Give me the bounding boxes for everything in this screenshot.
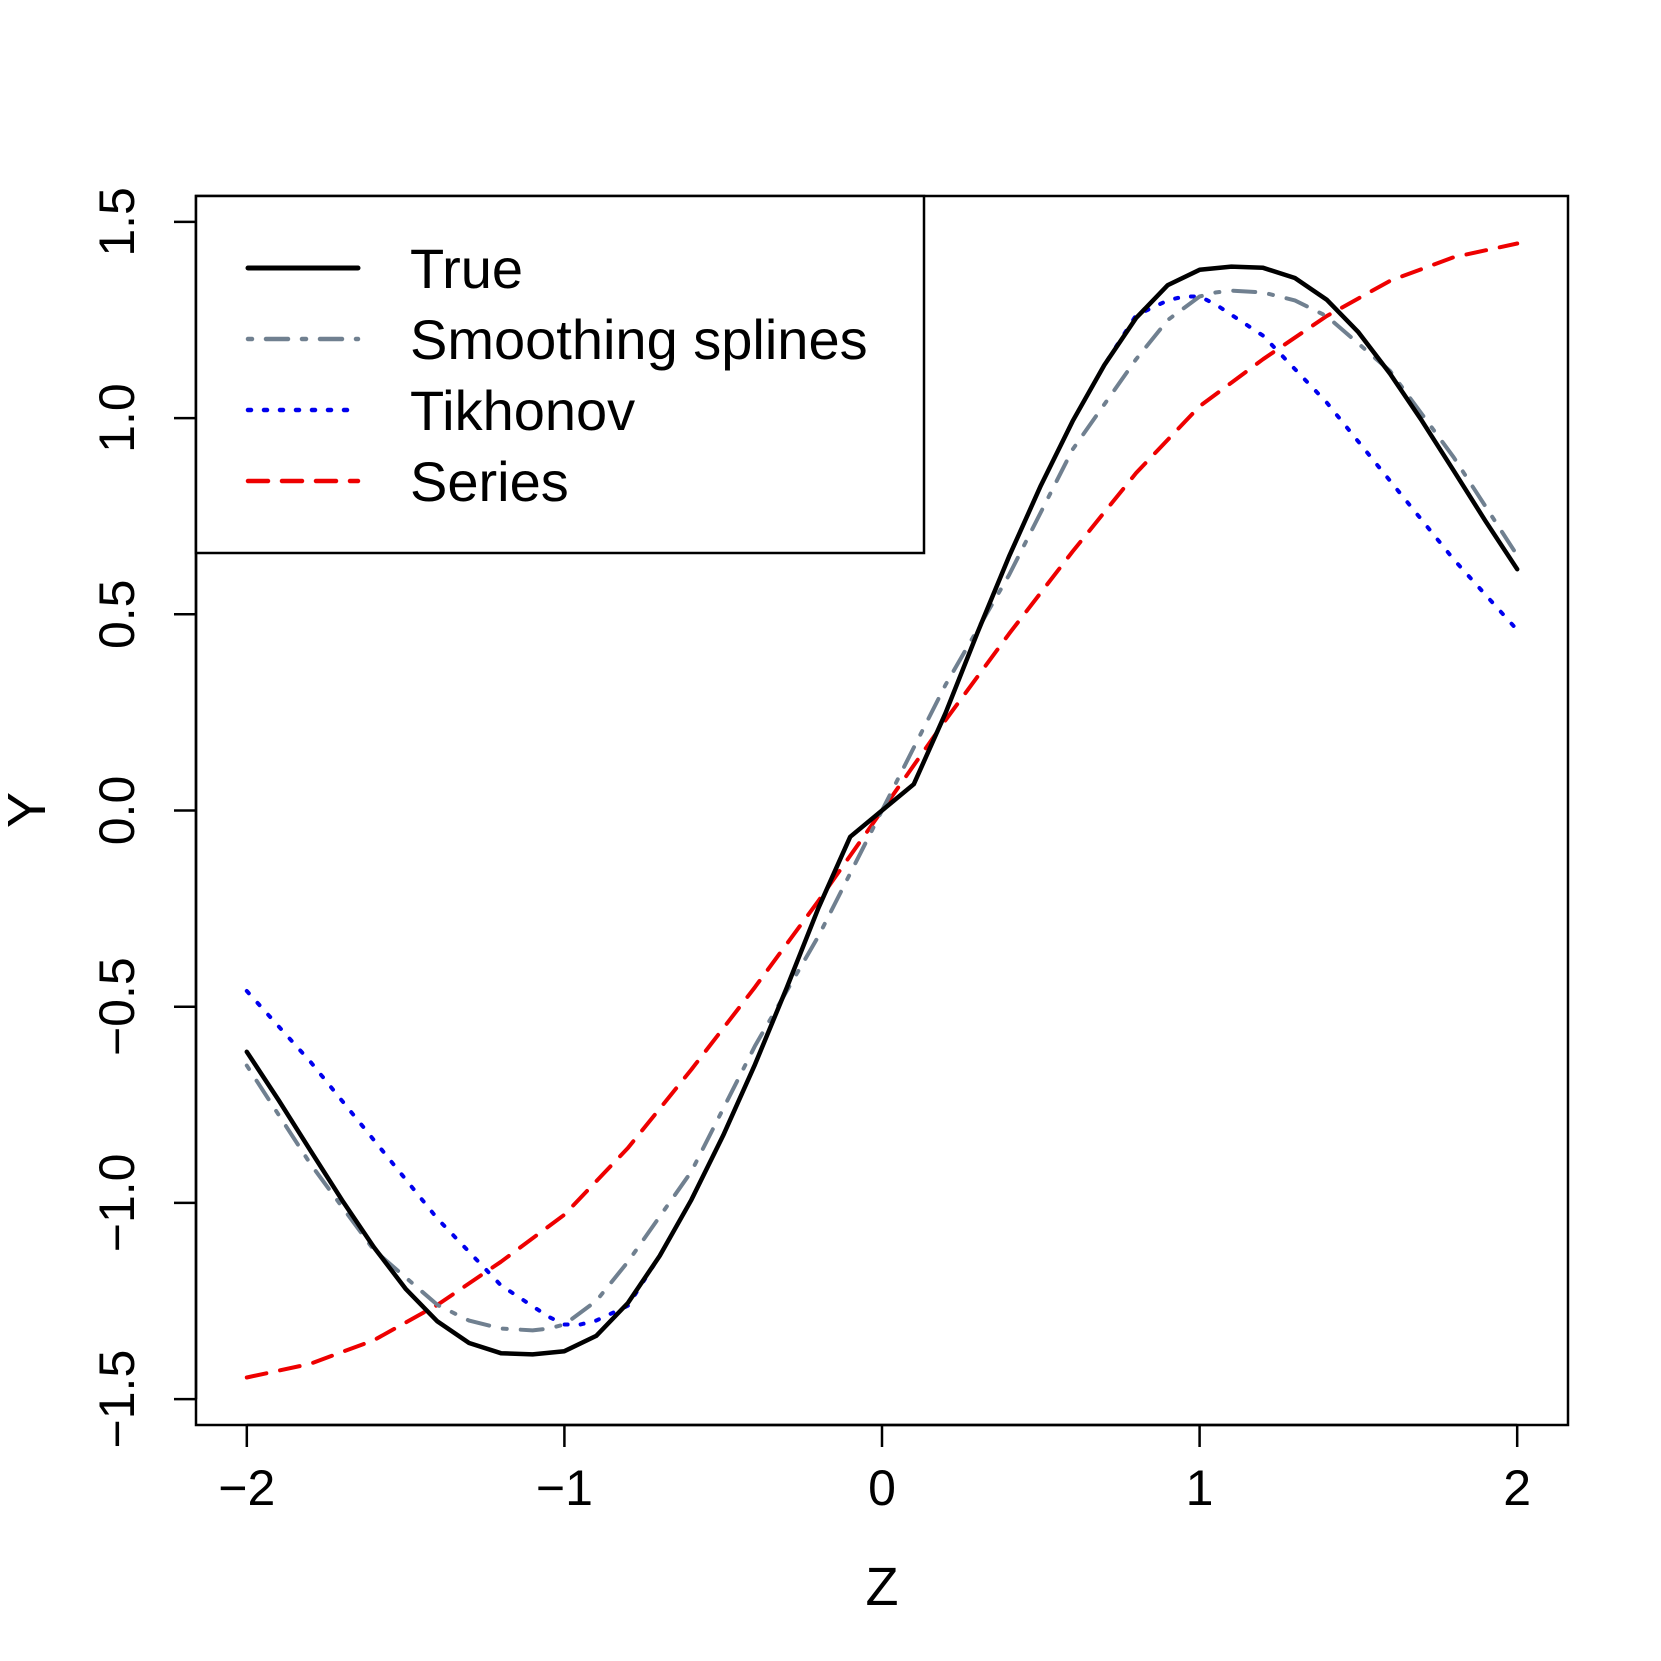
x-tick-label: 1 [1186,1460,1214,1516]
x-tick-label: 0 [868,1460,896,1516]
legend-label-true: True [410,237,523,300]
legend-label-smoothing-splines: Smoothing splines [410,308,868,371]
legend-label-series: Series [410,450,569,513]
legend-label-tikhonov: Tikhonov [410,379,635,442]
y-tick-label: −0.5 [89,957,145,1056]
y-tick-label: 0.0 [89,776,145,846]
x-tick-label: −1 [536,1460,593,1516]
series-layer [244,241,1520,1380]
y-tick-label: 1.5 [89,187,145,257]
y-tick-label: 0.5 [89,580,145,650]
legend: True Smoothing splines Tikhonov Series [194,194,926,555]
x-axis: −2 −1 0 1 2 [218,1423,1531,1516]
y-tick-label: 1.0 [89,383,145,453]
series-line-true [244,264,1520,1357]
y-tick-label: −1.0 [89,1154,145,1253]
legend-box [194,194,926,555]
y-axis-title: Y [0,792,57,828]
x-axis-title: Z [866,1557,899,1617]
x-tick-label: 2 [1503,1460,1531,1516]
y-tick-label: −1.5 [89,1350,145,1449]
x-tick-label: −2 [218,1460,275,1516]
